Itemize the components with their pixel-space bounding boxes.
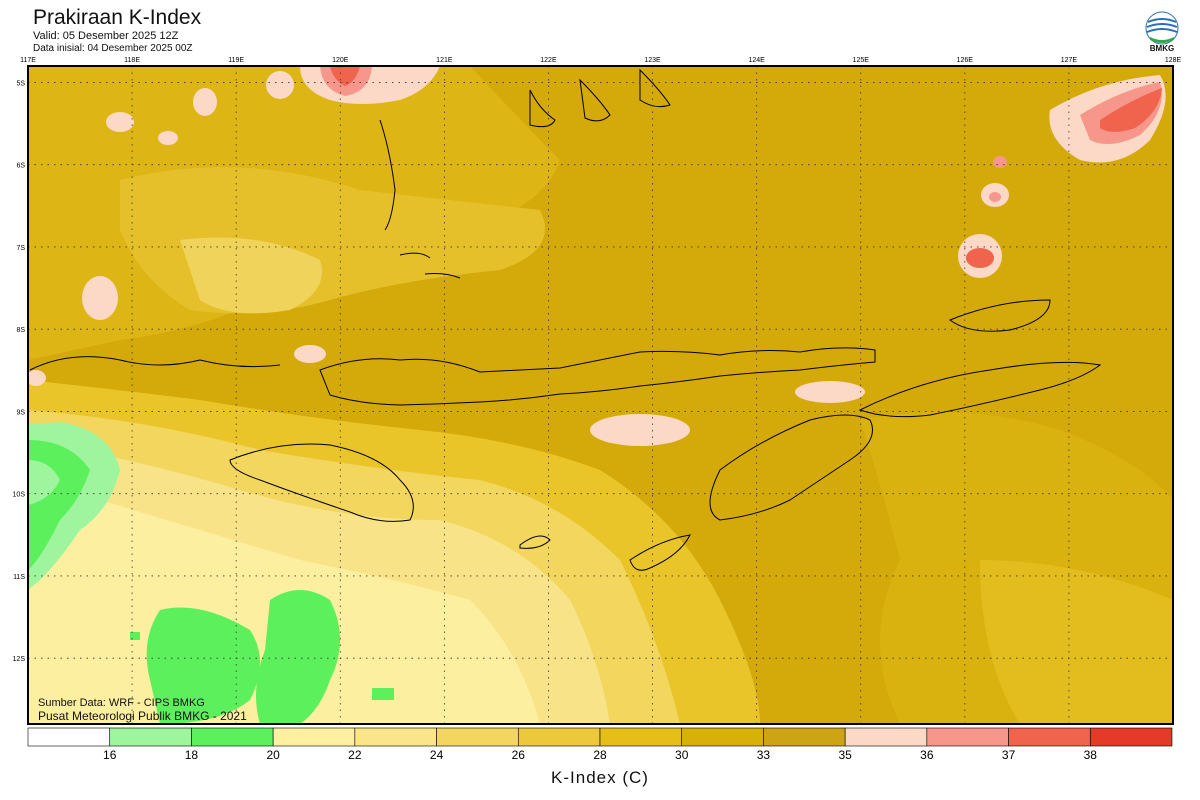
lon-label: 119E [228, 57, 244, 64]
lat-label: 10S [13, 492, 26, 499]
latitude-labels: 5S 6S 7S 8S 9S 10S 11S 12S [13, 80, 26, 663]
bmkg-logo-icon [1145, 11, 1179, 45]
lon-label: 128E [1165, 57, 1182, 64]
legend-swatch [1008, 727, 1091, 747]
lon-label: 120E [332, 57, 349, 64]
legend-swatch [763, 727, 846, 747]
initial-time: Data inisial: 04 Desember 2025 00Z [33, 43, 193, 54]
credit-org: Pusat Meteorologi Publik BMKG - 2021 [38, 709, 247, 723]
lon-label: 126E [957, 57, 974, 64]
lon-label: 127E [1061, 57, 1078, 64]
legend-tick-label: 16 [103, 748, 117, 762]
lon-label: 123E [644, 57, 661, 64]
legend-tick-label: 30 [675, 748, 689, 762]
legend-tick-label: 28 [593, 748, 607, 762]
lat-label: 11S [13, 574, 25, 581]
lat-label: 9S [16, 409, 25, 416]
legend-tick-labels: 16 18 20 22 24 26 28 30 33 35 36 37 38 [103, 748, 1097, 762]
lon-label: 117E [20, 57, 36, 64]
legend-title: K-Index (C) [551, 768, 649, 787]
valid-time: Valid: 05 Desember 2025 12Z [33, 30, 179, 42]
color-legend [27, 727, 1173, 747]
legend-swatch [191, 727, 274, 747]
lon-label: 125E [853, 57, 870, 64]
map-gridlines [28, 66, 1173, 724]
legend-tick-label: 24 [430, 748, 444, 762]
kindex-field [28, 66, 1173, 724]
legend-tick-label: 20 [266, 748, 280, 762]
legend-tick-label: 35 [838, 748, 852, 762]
legend-swatch [436, 727, 519, 747]
longitude-labels: 117E 118E 119E 120E 121E 122E 123E 124E 125E 126E… [20, 57, 1181, 64]
lon-label: 118E [124, 57, 140, 64]
legend-swatch [844, 727, 928, 747]
lon-label: 122E [540, 57, 557, 64]
legend-swatch [354, 727, 437, 747]
page-title: Prakiraan K-Index [33, 6, 202, 29]
logo-text: BMKG [1149, 44, 1175, 53]
lon-label: 124E [748, 57, 765, 64]
coastlines [29, 68, 1102, 571]
legend-tick-label: 36 [920, 748, 934, 762]
legend-swatch [599, 727, 683, 747]
legend-tick-label: 22 [348, 748, 362, 762]
legend-swatch [926, 727, 1009, 747]
legend-tick-label: 18 [185, 748, 199, 762]
legend-tick-label: 38 [1084, 748, 1098, 762]
legend-swatch [1089, 727, 1173, 747]
credit-source: Sumber Data: WRF - CIPS BMKG [38, 697, 205, 709]
lat-label: 7S [16, 245, 25, 252]
legend-swatch [681, 727, 764, 747]
legend-swatch [272, 727, 356, 747]
legend-tick-label: 26 [512, 748, 526, 762]
legend-swatch [109, 727, 192, 747]
legend-swatch [27, 727, 111, 747]
lat-label: 8S [16, 327, 25, 334]
legend-tick-label: 33 [757, 748, 771, 762]
lat-label: 12S [13, 656, 26, 663]
legend-swatch [517, 727, 601, 747]
lat-label: 6S [16, 163, 25, 170]
map-frame [27, 65, 1174, 725]
lon-label: 121E [436, 57, 453, 64]
legend-tick-label: 37 [1002, 748, 1016, 762]
lat-label: 5S [16, 80, 25, 87]
